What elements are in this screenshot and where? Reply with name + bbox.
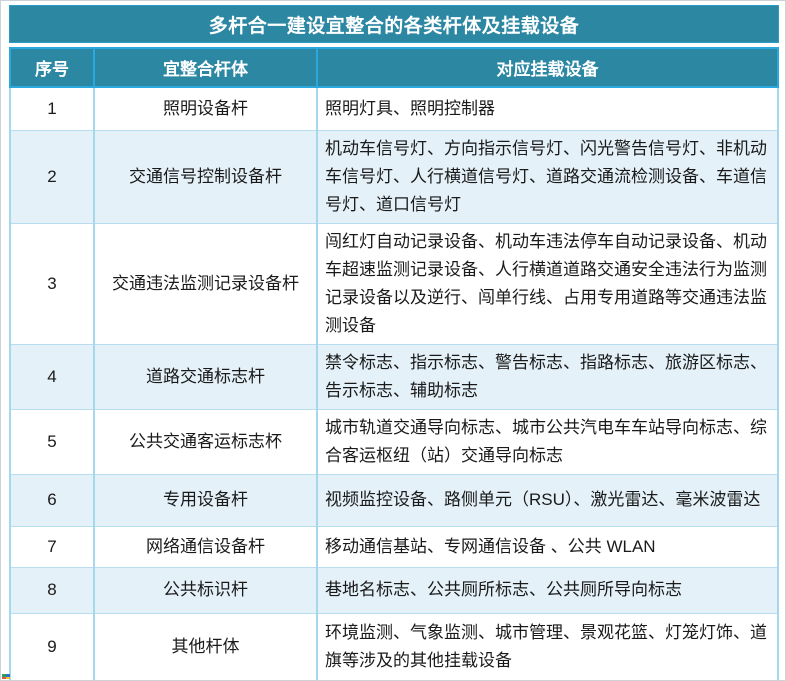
header-col-pole: 宜整合杆体 <box>93 47 318 88</box>
integration-table-container: 多杆合一建设宜整合的各类杆体及挂载设备 序号 宜整合杆体 对应挂载设备 1 照明… <box>9 5 779 680</box>
table-row: 2 交通信号控制设备杆 机动车信号灯、方向指示信号灯、闪光警告信号灯、非机动车信… <box>9 129 779 224</box>
devices-cell: 闯红灯自动记录设备、机动车违法停车自动记录设备、机动车超速监测记录设备、人行横道… <box>316 222 779 345</box>
row-number-cell: 5 <box>9 408 95 475</box>
row-number-cell: 7 <box>9 525 95 568</box>
pole-type-cell: 网络通信设备杆 <box>93 525 318 568</box>
row-number-cell: 2 <box>9 129 95 224</box>
title-header-separator <box>9 43 779 47</box>
pole-type-cell: 公共交通客运标志杯 <box>93 408 318 475</box>
header-col-index: 序号 <box>9 47 95 88</box>
table-row: 1 照明设备杆 照明灯具、照明控制器 <box>9 86 779 131</box>
devices-cell: 环境监测、气象监测、城市管理、景观花篮、灯笼灯饰、道旗等涉及的其他挂载设备 <box>316 612 779 680</box>
header-col-devices: 对应挂载设备 <box>316 47 779 88</box>
table-row: 6 专用设备杆 视频监控设备、路侧单元（RSU）、激光雷达、毫米波雷达 <box>9 473 779 527</box>
devices-cell: 城市轨道交通导向标志、城市公共汽电车车站导向标志、综合客运枢纽（站）交通导向标志 <box>316 408 779 475</box>
row-number-cell: 4 <box>9 343 95 410</box>
table-title: 多杆合一建设宜整合的各类杆体及挂载设备 <box>9 5 779 43</box>
integration-table: 序号 宜整合杆体 对应挂载设备 1 照明设备杆 照明灯具、照明控制器 2 交通信… <box>9 47 779 680</box>
partial-icon-fragment <box>2 674 10 679</box>
devices-cell: 照明灯具、照明控制器 <box>316 86 779 131</box>
table-row: 7 网络通信设备杆 移动通信基站、专网通信设备 、公共 WLAN <box>9 525 779 568</box>
table-row: 8 公共标识杆 巷地名标志、公共厕所标志、公共厕所导向标志 <box>9 566 779 614</box>
table-title-text: 多杆合一建设宜整合的各类杆体及挂载设备 <box>208 15 580 37</box>
table-row: 9 其他杆体 环境监测、气象监测、城市管理、景观花篮、灯笼灯饰、道旗等涉及的其他… <box>9 612 779 680</box>
table-row: 4 道路交通标志杆 禁令标志、指示标志、警告标志、指路标志、旅游区标志、告示标志… <box>9 343 779 410</box>
devices-cell: 移动通信基站、专网通信设备 、公共 WLAN <box>316 525 779 568</box>
row-number-cell: 8 <box>9 566 95 614</box>
row-number-cell: 3 <box>9 222 95 345</box>
pole-type-cell: 交通信号控制设备杆 <box>93 129 318 224</box>
row-number-cell: 1 <box>9 86 95 131</box>
devices-cell: 视频监控设备、路侧单元（RSU）、激光雷达、毫米波雷达 <box>316 473 779 527</box>
devices-cell: 机动车信号灯、方向指示信号灯、闪光警告信号灯、非机动车信号灯、人行横道信号灯、道… <box>316 129 779 224</box>
table-row: 3 交通违法监测记录设备杆 闯红灯自动记录设备、机动车违法停车自动记录设备、机动… <box>9 222 779 345</box>
devices-cell: 禁令标志、指示标志、警告标志、指路标志、旅游区标志、告示标志、辅助标志 <box>316 343 779 410</box>
row-number-cell: 9 <box>9 612 95 680</box>
pole-type-cell: 交通违法监测记录设备杆 <box>93 222 318 345</box>
header-row: 序号 宜整合杆体 对应挂载设备 <box>9 47 779 88</box>
pole-type-cell: 道路交通标志杆 <box>93 343 318 410</box>
devices-cell: 巷地名标志、公共厕所标志、公共厕所导向标志 <box>316 566 779 614</box>
pole-type-cell: 照明设备杆 <box>93 86 318 131</box>
pole-type-cell: 其他杆体 <box>93 612 318 680</box>
pole-type-cell: 公共标识杆 <box>93 566 318 614</box>
table-row: 5 公共交通客运标志杯 城市轨道交通导向标志、城市公共汽电车车站导向标志、综合客… <box>9 408 779 475</box>
pole-type-cell: 专用设备杆 <box>93 473 318 527</box>
table-body: 1 照明设备杆 照明灯具、照明控制器 2 交通信号控制设备杆 机动车信号灯、方向… <box>9 86 779 680</box>
row-number-cell: 6 <box>9 473 95 527</box>
table-header: 序号 宜整合杆体 对应挂载设备 <box>9 47 779 88</box>
